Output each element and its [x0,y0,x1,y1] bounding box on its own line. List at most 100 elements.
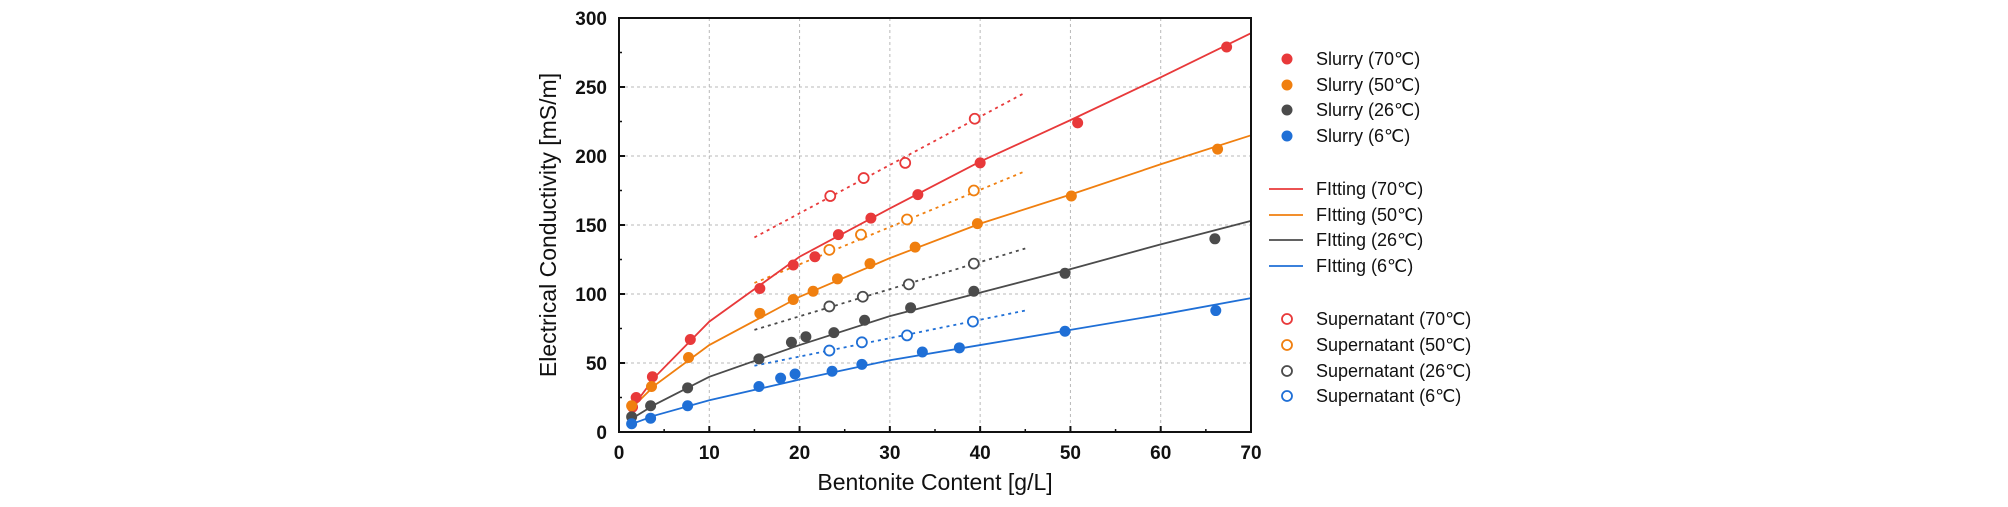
slurry-point [645,412,657,424]
supernatant-point [855,228,867,241]
slurry-point [1065,190,1077,202]
legend-label-fitting: FItting (50℃) [1316,205,1423,225]
legend-label-slurry: Slurry (50℃) [1316,75,1420,95]
y-tick-label: 250 [575,78,607,99]
legend-label-supernatant: Supernatant (70℃) [1316,309,1471,329]
x-tick-label: 20 [789,443,810,464]
data-points [626,41,1233,430]
slurry-point [1059,325,1071,337]
y-tick-label: 50 [586,354,607,375]
slurry-point [826,365,838,377]
slurry-point [859,314,871,326]
supernatant-point [967,315,979,328]
slurry-point [831,273,843,285]
slurry-point [682,382,694,394]
slurry-point [856,358,868,370]
fitting-line [631,32,1252,408]
slurry-point [1210,305,1222,317]
legend-label-slurry: Slurry (70℃) [1316,49,1420,69]
slurry-point [787,294,799,306]
slurry-point [754,307,766,319]
supernatant-point [823,344,836,357]
supernatant-point [901,329,913,342]
slurry-point [753,380,765,392]
legend-label-supernatant: Supernatant (6℃) [1316,386,1461,406]
slurry-point [1212,143,1224,155]
slurry-point [1059,267,1071,279]
supernatant-point [968,112,981,125]
slurry-point [785,336,797,348]
slurry-point [684,334,696,346]
fitting-lines [631,32,1252,425]
x-tick-label: 60 [1150,443,1171,464]
supernatant-trend-lines [754,91,1026,367]
slurry-point [645,400,657,412]
legend-marker-supernatant [1281,365,1293,377]
fitting-line [631,134,1252,408]
slurry-point [775,372,787,384]
supernatant-point [967,257,980,270]
slurry-point [909,241,921,253]
slurry-point [809,251,821,263]
supernatant-point [855,336,868,349]
x-tick-label: 50 [1060,443,1081,464]
supernatant-point [967,184,980,197]
fitting-line [632,297,1252,425]
y-tick-label: 200 [575,147,607,168]
supernatant-point [901,213,913,226]
x-tick-label: 40 [970,443,991,464]
legend-marker-supernatant [1281,390,1293,402]
x-tick-label: 0 [614,443,625,464]
supernatant-point [856,290,869,303]
slurry-point [1209,233,1221,245]
x-tick-label: 70 [1240,443,1261,464]
slurry-point [1072,117,1084,129]
legend-label-fitting: FItting (70℃) [1316,179,1423,199]
slurry-point [971,218,983,230]
slurry-point [626,418,638,430]
slurry-point [787,259,799,271]
slurry-point [683,351,695,363]
x-tick-label: 10 [699,443,720,464]
slurry-point [916,346,928,358]
supernatant-point [857,172,870,184]
legend-marker-slurry [1281,104,1293,116]
x-tick-label: 30 [879,443,900,464]
slurry-point [953,342,965,354]
supernatant-point [902,278,915,291]
legend-marker-slurry [1281,130,1293,142]
slurry-point [800,331,812,343]
supernatant-point [823,243,836,256]
axis-ticks [618,17,1252,433]
slurry-point [912,189,924,201]
slurry-point [626,400,638,412]
supernatant-point [824,190,837,202]
y-axis-title: Electrical Conductivity [mS/m] [535,73,561,377]
slurry-point [968,285,980,297]
x-axis-title: Bentonite Content [g/L] [817,469,1052,495]
slurry-point [807,285,819,297]
supernatant-trend-line [754,91,1026,239]
legend-label-slurry: Slurry (26℃) [1316,100,1420,120]
legend-marker-supernatant [1281,339,1293,351]
legend-marker-slurry [1281,53,1293,65]
slurry-point [682,400,694,412]
y-tick-label: 150 [575,216,607,237]
slurry-point [754,282,766,294]
supernatant-trend-line [754,247,1026,331]
slurry-point [828,327,840,339]
y-tick-label: 0 [596,423,607,444]
slurry-point [753,353,765,365]
slurry-point [1221,41,1233,53]
legend-label-supernatant: Supernatant (26℃) [1316,361,1471,381]
grid-lines [619,18,1251,432]
y-tick-label: 100 [575,285,607,306]
tick-labels: 0 10 20 30 40 50 60 70 0 50 100 150 200 250 300 [575,9,1261,464]
legend-label-slurry: Slurry (6℃) [1316,126,1410,146]
fitting-line [632,219,1252,419]
supernatant-point [899,156,912,169]
legend: Slurry (70℃) Slurry (50℃) Slurry (26℃) Slur… [1269,49,1471,406]
legend-marker-supernatant [1281,313,1293,325]
slurry-point [865,212,877,224]
